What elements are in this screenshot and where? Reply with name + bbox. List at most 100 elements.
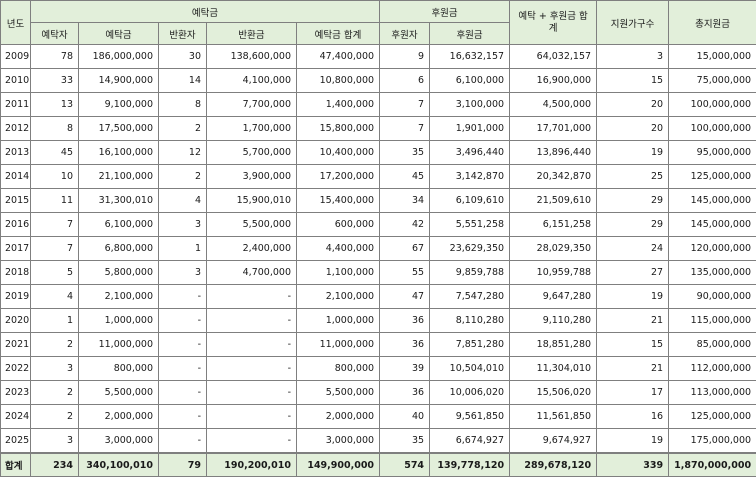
sponsors-cell: 36 (380, 333, 430, 357)
depositors-cell: 1 (31, 309, 79, 333)
sponsors-cell: 7 (380, 93, 430, 117)
total-support-cell: 115,000,000 (669, 309, 756, 333)
sponsor-amount-cell: 7,851,280 (430, 333, 510, 357)
sponsor-amount-cell: 3,142,870 (430, 165, 510, 189)
returners-cell: 30 (159, 45, 207, 69)
sponsors-cell: 42 (380, 213, 430, 237)
deposit-amount-cell: 9,100,000 (79, 93, 159, 117)
year-cell: 2012 (1, 117, 31, 141)
totals-depositors-cell: 234 (31, 453, 79, 477)
sponsor-amount-cell: 7,547,280 (430, 285, 510, 309)
header-deposit-group: 예탁금 (31, 1, 380, 23)
returners-cell: 3 (159, 213, 207, 237)
total-support-cell: 135,000,000 (669, 261, 756, 285)
returned-amount-cell: 5,500,000 (207, 213, 297, 237)
returned-amount-cell: 4,100,000 (207, 69, 297, 93)
deposit-total-cell: 15,800,000 (297, 117, 380, 141)
totals-combined-total-cell: 289,678,120 (510, 453, 597, 477)
deposit-amount-cell: 21,100,000 (79, 165, 159, 189)
deposit-amount-cell: 16,100,000 (79, 141, 159, 165)
combined-total-cell: 20,342,870 (510, 165, 597, 189)
year-cell: 2015 (1, 189, 31, 213)
households-cell: 21 (597, 357, 669, 381)
sponsors-cell: 36 (380, 381, 430, 405)
sponsor-amount-cell: 9,561,850 (430, 405, 510, 429)
totals-deposit-amount-cell: 340,100,010 (79, 453, 159, 477)
combined-total-cell: 11,561,850 (510, 405, 597, 429)
sponsor-amount-cell: 16,632,157 (430, 45, 510, 69)
year-cell: 2025 (1, 429, 31, 454)
depositors-cell: 2 (31, 333, 79, 357)
depositors-cell: 33 (31, 69, 79, 93)
deposit-amount-cell: 186,000,000 (79, 45, 159, 69)
sponsors-cell: 36 (380, 309, 430, 333)
depositors-cell: 7 (31, 213, 79, 237)
sponsors-cell: 45 (380, 165, 430, 189)
deposit-total-cell: 15,400,000 (297, 189, 380, 213)
total-support-cell: 95,000,000 (669, 141, 756, 165)
combined-total-cell: 9,647,280 (510, 285, 597, 309)
deposit-total-cell: 3,000,000 (297, 429, 380, 454)
returned-amount-cell: 7,700,000 (207, 93, 297, 117)
total-support-cell: 125,000,000 (669, 165, 756, 189)
sponsor-amount-cell: 10,006,020 (430, 381, 510, 405)
households-cell: 3 (597, 45, 669, 69)
sponsor-amount-cell: 3,100,000 (430, 93, 510, 117)
header-total-support: 총지원금 (669, 1, 756, 45)
deposit-total-cell: 11,000,000 (297, 333, 380, 357)
sponsor-amount-cell: 6,674,927 (430, 429, 510, 454)
returners-cell: 1 (159, 237, 207, 261)
totals-label: 합계 (1, 453, 31, 477)
sponsors-cell: 6 (380, 69, 430, 93)
deposit-total-cell: 17,200,000 (297, 165, 380, 189)
header-returners: 반환자 (159, 23, 207, 45)
returned-amount-cell: - (207, 405, 297, 429)
sponsor-amount-cell: 8,110,280 (430, 309, 510, 333)
deposit-total-cell: 600,000 (297, 213, 380, 237)
returners-cell: - (159, 381, 207, 405)
households-cell: 29 (597, 189, 669, 213)
combined-total-cell: 13,896,440 (510, 141, 597, 165)
depositors-cell: 7 (31, 237, 79, 261)
returners-cell: 2 (159, 165, 207, 189)
year-cell: 2020 (1, 309, 31, 333)
households-cell: 25 (597, 165, 669, 189)
year-cell: 2009 (1, 45, 31, 69)
depositors-cell: 2 (31, 405, 79, 429)
year-cell: 2014 (1, 165, 31, 189)
sponsors-cell: 67 (380, 237, 430, 261)
header-households: 지원가구수 (597, 1, 669, 45)
returned-amount-cell: - (207, 429, 297, 454)
households-cell: 27 (597, 261, 669, 285)
total-support-cell: 90,000,000 (669, 285, 756, 309)
returned-amount-cell: - (207, 333, 297, 357)
total-support-cell: 100,000,000 (669, 93, 756, 117)
depositors-cell: 4 (31, 285, 79, 309)
households-cell: 15 (597, 69, 669, 93)
returners-cell: 8 (159, 93, 207, 117)
deposit-total-cell: 4,400,000 (297, 237, 380, 261)
combined-total-cell: 21,509,610 (510, 189, 597, 213)
deposit-total-cell: 1,000,000 (297, 309, 380, 333)
depositors-cell: 8 (31, 117, 79, 141)
depositors-cell: 3 (31, 357, 79, 381)
returned-amount-cell: 4,700,000 (207, 261, 297, 285)
totals-deposit-total-cell: 149,900,000 (297, 453, 380, 477)
returned-amount-cell: 15,900,010 (207, 189, 297, 213)
year-cell: 2018 (1, 261, 31, 285)
households-cell: 19 (597, 429, 669, 454)
returned-amount-cell: 3,900,000 (207, 165, 297, 189)
totals-households-cell: 339 (597, 453, 669, 477)
header-combined-total: 예탁 + 후원금 합계 (510, 1, 597, 45)
sponsor-amount-cell: 6,100,000 (430, 69, 510, 93)
total-support-cell: 100,000,000 (669, 117, 756, 141)
